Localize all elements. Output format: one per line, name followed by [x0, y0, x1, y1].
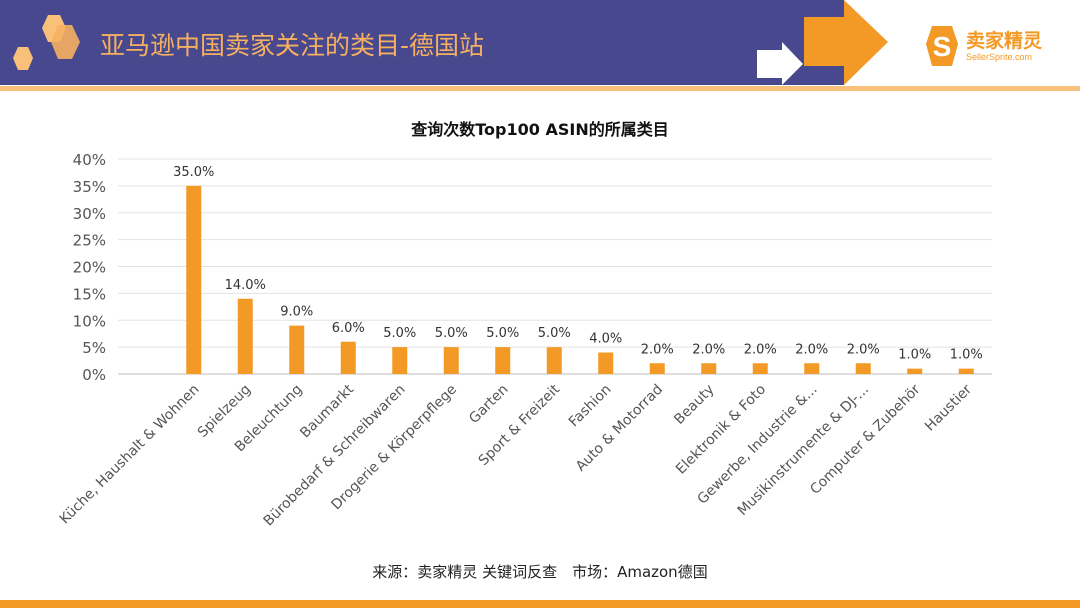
x-tick-label: Auto & Motorrad: [573, 382, 666, 475]
data-label: 2.0%: [795, 342, 828, 357]
data-label: 5.0%: [383, 326, 416, 341]
data-label: 2.0%: [744, 342, 777, 357]
sellersprite-logo-icon: S: [926, 26, 958, 66]
bar: [186, 185, 202, 374]
data-label: 1.0%: [898, 348, 931, 363]
bar: [649, 363, 665, 374]
bar: [855, 363, 871, 374]
bar: [958, 368, 974, 374]
data-label: 1.0%: [950, 348, 983, 363]
data-label: 4.0%: [589, 332, 622, 347]
y-tick-label: 0%: [82, 366, 106, 384]
bar: [495, 347, 511, 374]
bar: [701, 363, 717, 374]
x-tick-label: Fashion: [566, 382, 615, 431]
x-tick-label: Elektronik & Foto: [673, 382, 769, 478]
data-label: 2.0%: [641, 342, 674, 357]
x-tick-label: Beauty: [671, 382, 717, 428]
bar: [752, 363, 768, 374]
bar: [804, 363, 820, 374]
logo-text: 卖家精灵: [966, 30, 1043, 52]
source-note: 来源：卖家精灵 关键词反查 市场：Amazon德国: [372, 563, 708, 581]
x-tick-label: Haustier: [922, 381, 975, 434]
logo-url: SellerSprite.com: [966, 52, 1033, 62]
data-label: 9.0%: [280, 305, 313, 320]
bar: [392, 347, 408, 374]
bar: [598, 352, 614, 374]
data-label: 6.0%: [332, 321, 365, 336]
data-label: 14.0%: [225, 278, 266, 293]
data-label: 5.0%: [486, 326, 519, 341]
y-tick-label: 30%: [73, 205, 106, 223]
y-tick-label: 15%: [73, 285, 106, 303]
svg-text:S: S: [933, 31, 952, 62]
y-tick-label: 10%: [73, 312, 106, 330]
arrow-orange-icon: [804, 0, 888, 85]
y-tick-label: 5%: [82, 339, 106, 357]
arrow-white-icon: [757, 42, 803, 85]
data-label: 2.0%: [847, 342, 880, 357]
bar: [289, 325, 305, 374]
bar: [907, 368, 923, 374]
data-label: 5.0%: [538, 326, 571, 341]
hexagon-icon: [51, 25, 80, 59]
y-tick-label: 25%: [73, 232, 106, 250]
x-tick-label: Küche, Haushalt & Wohnen: [57, 382, 203, 528]
hexagon-icon: [13, 47, 33, 70]
bar-chart: 查询次数Top100 ASIN的所属类目 0% 5% 10% 15% 20% 25% 30%…: [57, 120, 992, 529]
data-label: 5.0%: [435, 326, 468, 341]
footer-bar: [0, 600, 1080, 608]
header-decoration: [13, 0, 888, 85]
bar: [237, 298, 253, 374]
y-tick-label: 35%: [73, 178, 106, 196]
bar: [443, 347, 459, 374]
chart-title: 查询次数Top100 ASIN的所属类目: [411, 120, 668, 139]
y-tick-label: 40%: [73, 151, 106, 169]
page-title: 亚马逊中国卖家关注的类目-德国站: [100, 31, 485, 60]
y-tick-label: 20%: [73, 259, 106, 277]
data-label: 35.0%: [173, 165, 214, 180]
divider: [0, 86, 1080, 91]
x-tick-label: Garten: [466, 382, 511, 427]
data-label: 2.0%: [692, 342, 725, 357]
bar: [340, 341, 356, 374]
header-banner: [0, 0, 844, 85]
bar: [546, 347, 562, 374]
